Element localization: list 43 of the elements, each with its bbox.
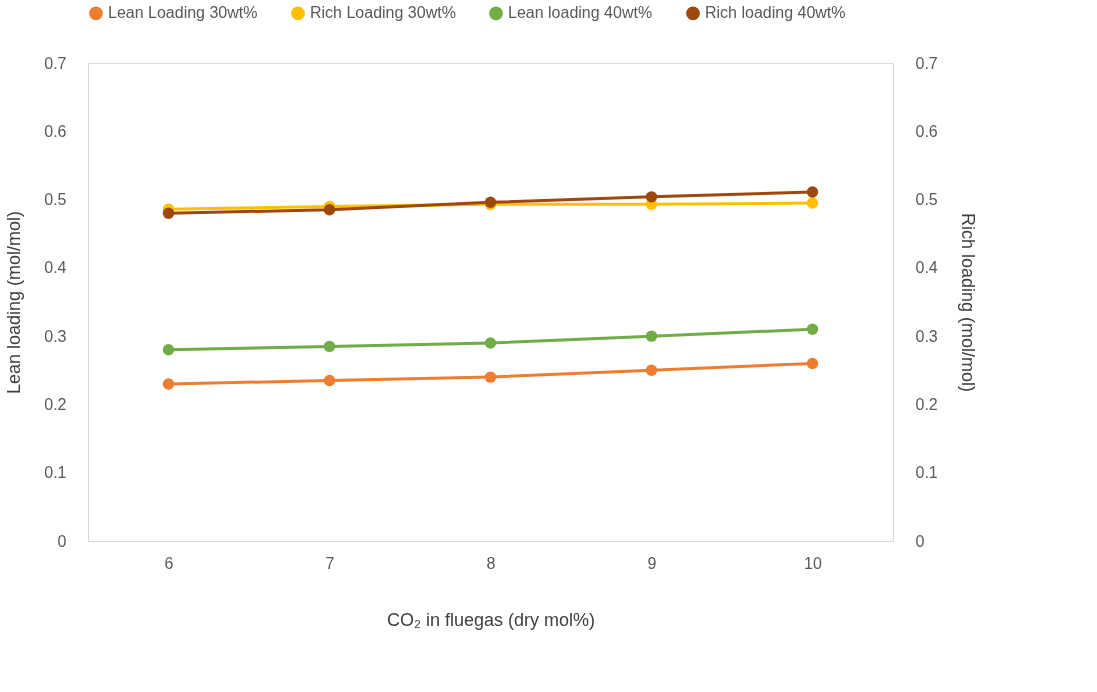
x-tick-label: 8 <box>486 554 496 572</box>
y-tick-label: 0.1 <box>44 464 67 482</box>
point <box>806 197 819 209</box>
y2-tick-label: 0.2 <box>915 395 938 413</box>
point <box>323 204 336 216</box>
point <box>162 344 175 356</box>
y-axis-title: Lean loading (mol/mol) <box>4 210 25 395</box>
y-tick-label: 0.4 <box>44 259 67 277</box>
y2-tick-label: 0.5 <box>915 191 938 209</box>
x-tick-label: 9 <box>647 554 657 572</box>
point <box>806 357 819 370</box>
y-tick-label: 0 <box>57 532 67 550</box>
point <box>484 371 497 383</box>
y-tick-label: 0.6 <box>44 122 67 140</box>
y2-axis-title: Rich loading (mol/mol) <box>957 212 978 393</box>
point <box>162 207 175 219</box>
point <box>645 364 658 376</box>
y2-tick-label: 0.4 <box>915 259 938 277</box>
point <box>162 378 175 390</box>
x-axis-title: CO₂ in fluegas (dry mol%) <box>386 609 596 630</box>
y-tick-label: 0.7 <box>44 54 67 72</box>
legend-label: Rich Loading 30wt% <box>310 4 456 22</box>
point <box>484 337 497 349</box>
y2-tick-label: 0.1 <box>915 464 938 482</box>
legend-label: Lean loading 40wt% <box>508 4 653 22</box>
y-tick-label: 0.5 <box>44 191 67 209</box>
legend-label: Lean Loading 30wt% <box>108 4 258 22</box>
y2-tick-label: 0 <box>915 532 925 550</box>
point <box>806 323 819 335</box>
x-tick-label: 7 <box>325 554 335 572</box>
y-tick-label: 0.2 <box>44 395 67 413</box>
y2-tick-label: 0.7 <box>915 54 938 72</box>
point <box>323 374 336 387</box>
x-tick-label: 6 <box>164 554 174 572</box>
point <box>806 186 819 198</box>
point <box>645 330 658 342</box>
legend-label: Rich loading 40wt% <box>705 4 846 22</box>
point <box>323 340 336 353</box>
point <box>645 191 658 203</box>
x-tick-label: 10 <box>804 554 822 572</box>
y2-tick-label: 0.3 <box>915 327 938 345</box>
y2-tick-label: 0.6 <box>915 122 938 140</box>
y-tick-label: 0.3 <box>44 327 67 345</box>
